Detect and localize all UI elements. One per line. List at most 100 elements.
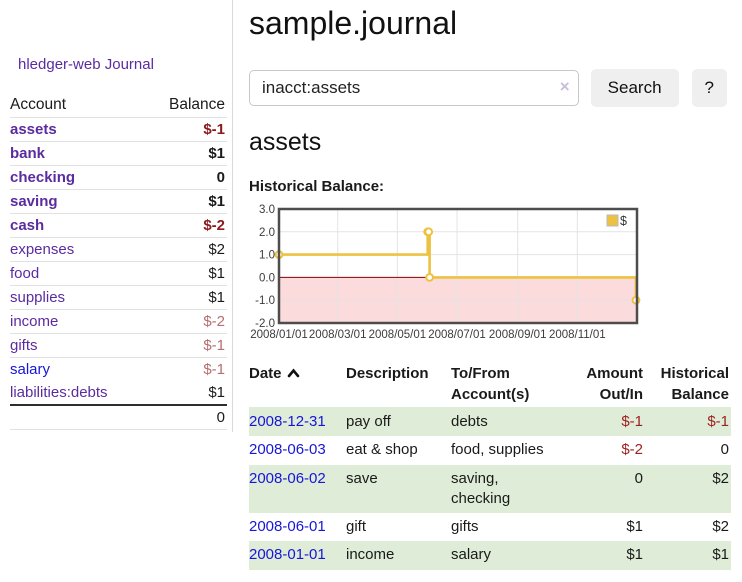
data-point-marker [425,273,435,282]
help-button[interactable]: ? [691,69,727,107]
transaction-balance: $1 [712,546,729,564]
register-header-date[interactable]: Date [249,361,346,407]
transaction-date-link[interactable]: 2008-06-01 [249,518,326,535]
register-header-amount: Amount Out/In [586,365,643,403]
accounts-total-value: 0 [216,409,225,426]
sidebar-item-journal[interactable]: Journal [104,56,154,73]
account-link[interactable]: food [10,265,40,282]
transaction-balance: $-1 [707,413,729,430]
register-header-account: To/From Account(s) [451,365,530,403]
transaction-date-link[interactable]: 2008-12-31 [249,413,326,430]
account-row: salary $-1 [10,358,227,382]
page-title: sample.journal [249,5,458,41]
transaction-amount: $-2 [621,441,643,459]
account-balance: $1 [208,289,225,306]
transaction-accounts: salary [451,546,492,564]
register-table: Date Description To/From Account(s) Amou… [249,361,731,570]
transaction-date-link[interactable]: 2008-06-02 [249,469,326,487]
x-tick-label: 2008/07/01 [428,329,486,341]
transaction-accounts: saving, checking [451,469,511,507]
account-row: assets $-1 [10,118,227,142]
x-tick-label: 2008/01/01 [250,329,308,341]
account-row: bank $1 [10,142,227,166]
search-input[interactable] [249,70,579,106]
account-link[interactable]: income [10,313,59,330]
app-layout: hledger-web Journal Account Balance asse… [0,0,731,570]
main-content: sample.journal × Search ? assets Histori… [233,0,731,570]
accounts-total-spacer [10,405,147,430]
register-header-row: Date Description To/From Account(s) Amou… [249,361,731,407]
register-row: 2008-06-01 gift gifts $1 $2 [249,513,731,541]
transaction-date-link[interactable]: 2008-06-03 [249,441,326,459]
account-link[interactable]: assets [10,121,57,138]
account-row: saving $1 [10,190,227,214]
data-point-marker [424,227,434,237]
account-row: income $-2 [10,310,227,334]
clear-search-icon[interactable]: × [559,77,570,96]
account-link[interactable]: liabilities:debts [10,384,108,401]
transaction-balance: $2 [712,469,729,487]
y-tick-label: -1.0 [255,295,275,307]
account-heading: assets [249,128,322,156]
transaction-description: eat & shop [346,441,418,459]
x-tick-label: 2008/03/01 [309,329,367,341]
search-button[interactable]: Search [590,69,679,107]
register-row: 2008-06-02 save saving, checking 0 $2 [249,464,731,513]
account-link[interactable]: checking [10,169,76,186]
account-link[interactable]: saving [10,193,58,210]
transaction-amount: 0 [634,469,643,487]
register-body: 2008-12-31 pay off debts $-1 $-1 2008-06-03 ea… [249,407,731,570]
account-row: liabilities:debts $1 [10,381,227,405]
transaction-description: save [346,469,378,487]
account-balance: $1 [208,265,225,282]
transaction-balance: $2 [712,518,729,535]
account-link[interactable]: bank [10,145,46,162]
account-balance: $-2 [203,217,225,234]
transaction-date-link[interactable]: 2008-01-01 [249,546,326,564]
accounts-table: Account Balance assets $-1 bank $1 checking 0… [10,93,227,430]
account-link[interactable]: supplies [10,289,66,306]
account-balance: $-1 [203,361,225,378]
account-link[interactable]: gifts [10,337,38,354]
sidebar: hledger-web Journal Account Balance asse… [0,0,233,432]
account-link[interactable]: expenses [10,241,75,258]
accounts-body: assets $-1 bank $1 checking 0 saving $1 cash $-2 e… [10,118,227,405]
date-header-label: Date [249,365,282,382]
legend-label: $ [620,214,627,228]
account-balance: $-1 [203,121,225,138]
search-box: × [249,70,579,106]
transaction-amount: $1 [626,518,643,535]
register-header-description: Description [346,361,451,407]
app-title-link[interactable]: hledger-web [18,56,101,73]
transaction-accounts: debts [451,413,488,430]
x-tick-label: 2008/11/01 [549,329,606,341]
register-row: 2008-01-01 income salary $1 $1 [249,541,731,570]
chart-title: Historical Balance: [249,178,385,195]
y-tick-label: 1.0 [259,250,275,262]
y-tick-label: 0.0 [259,272,275,284]
sort-ascending-icon [287,368,299,378]
register-header-balance: Historical Balance [660,365,729,403]
transaction-amount: $1 [626,546,643,564]
account-row: checking 0 [10,166,227,190]
transaction-accounts: gifts [451,518,479,535]
account-balance: $1 [208,193,225,210]
account-balance: 0 [216,169,225,186]
account-balance: $-1 [203,337,225,354]
account-link[interactable]: salary [10,361,51,378]
y-tick-label: 2.0 [259,227,275,239]
accounts-header-account: Account [10,96,67,113]
legend-swatch [606,214,619,227]
plot-border [277,207,639,325]
transaction-description: gift [346,518,367,535]
account-balance: $1 [208,384,225,401]
accounts-header-balance: Balance [168,96,225,113]
transaction-description: income [346,546,395,564]
register-row: 2008-06-03 eat & shop food, supplies $-2 0 [249,436,731,464]
account-row: cash $-2 [10,214,227,238]
accounts-header-row: Account Balance [10,93,227,118]
search-form: × Search ? [249,69,727,107]
account-link[interactable]: cash [10,217,45,234]
y-tick-label: -2.0 [255,318,275,330]
